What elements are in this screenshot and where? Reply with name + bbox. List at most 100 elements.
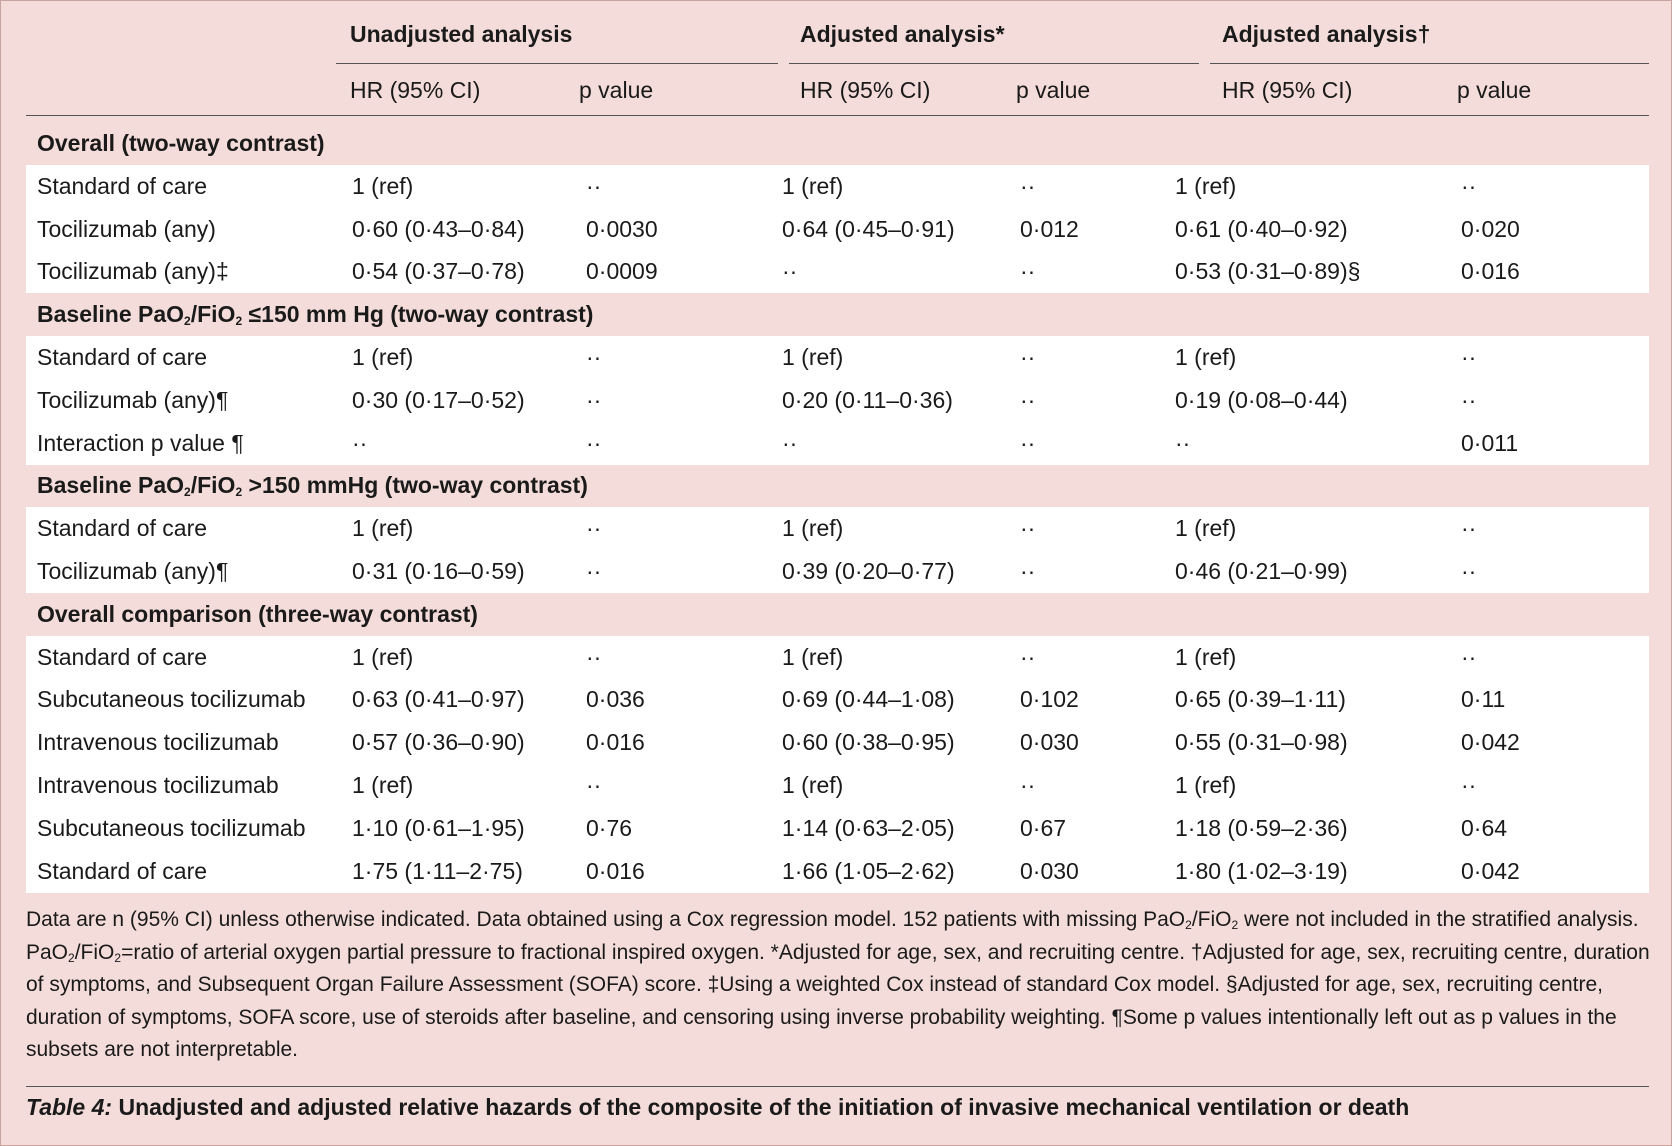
p-unadjusted-cell: ·· <box>586 429 602 456</box>
table-row: Tocilizumab (any) 0·60 (0·43–0·84) 0·0030 0… <box>26 207 1649 251</box>
hr-adjusted-cell: 0·69 (0·44–1·08) <box>782 686 955 713</box>
hr-adjusted-cell: 1·66 (1·05–2·62) <box>782 857 955 884</box>
hr-adjusted-cell: ·· <box>782 429 798 456</box>
hr-adjusted-dagger-cell: 0·65 (0·39–1·11) <box>1175 686 1346 713</box>
p-adjusted-cell: ·· <box>1020 558 1036 584</box>
hr-unadjusted-cell: ·· <box>352 429 368 456</box>
p-unadjusted-cell: 0·76 <box>586 814 633 841</box>
hr-adjusted-dagger-cell: 1 (ref) <box>1175 772 1237 798</box>
hr-adjusted-cell: 0·60 (0·38–0·95) <box>782 729 955 756</box>
hr-adjusted-dagger-cell: 1·80 (1·02–3·19) <box>1175 857 1348 884</box>
hr-unadjusted-cell: 1 (ref) <box>352 772 414 798</box>
hr-adjusted-dagger-cell: 1·18 (0·59–2·36) <box>1175 814 1348 841</box>
hr-adjusted-dagger-cell: 0·46 (0·21–0·99) <box>1175 558 1348 584</box>
p-adjusted-cell: ·· <box>1020 344 1036 370</box>
section-heading: Baseline PaO2/FiO2 >150 mmHg (two-way co… <box>37 464 588 507</box>
hr-adjusted-dagger-cell: 0·19 (0·08–0·44) <box>1175 386 1348 413</box>
section-row: Overall (two-way contrast) <box>26 122 1649 165</box>
table-row: Standard of care 1·75 (1·11–2·75) 0·016 1·6… <box>26 849 1649 893</box>
row-label-cell: Tocilizumab (any)¶ <box>37 558 229 584</box>
footnote-sub-4: 2 <box>114 950 122 965</box>
p-adjusted-cell: 0·030 <box>1020 729 1079 756</box>
row-label-cell: Intravenous tocilizumab <box>37 772 279 798</box>
p-adjusted-dagger-cell: ·· <box>1461 558 1477 584</box>
hr-adjusted-cell: 1 (ref) <box>782 172 844 199</box>
header-rule <box>26 115 1649 116</box>
section-heading-mid: /FiO <box>190 301 236 328</box>
p-adjusted-dagger-cell: 0·020 <box>1461 215 1520 242</box>
p-adjusted-dagger-cell: 0·016 <box>1461 258 1520 285</box>
p-unadjusted-cell: ·· <box>586 558 602 584</box>
p-unadjusted-cell: ·· <box>586 772 602 798</box>
hr-unadjusted-cell: 1·75 (1·11–2·75) <box>352 857 523 884</box>
footnote-text-1: Data are n (95% CI) unless otherwise ind… <box>26 908 1186 931</box>
table-row: Tocilizumab (any)‡ 0·54 (0·37–0·78) 0·0009… <box>26 250 1649 294</box>
hr-adjusted-dagger-cell: 1 (ref) <box>1175 172 1237 199</box>
p-unadjusted-cell: 0·0009 <box>586 258 658 285</box>
p-adjusted-dagger-cell: 0·011 <box>1461 429 1519 456</box>
p-unadjusted-cell: 0·036 <box>586 686 645 713</box>
row-label-cell: Tocilizumab (any) <box>37 215 216 242</box>
row-label-cell: Subcutaneous tocilizumab <box>37 686 306 713</box>
footnote-text-2: /FiO <box>1191 908 1232 931</box>
hr-adjusted-cell: 0·64 (0·45–0·91) <box>782 215 955 242</box>
p-adjusted-dagger-cell: 0·042 <box>1461 857 1520 884</box>
section-heading: Overall (two-way contrast) <box>37 122 325 165</box>
table-row: Subcutaneous tocilizumab 1·10 (0·61–1·95)… <box>26 806 1649 850</box>
footnote-sub-1: 2 <box>1185 918 1192 932</box>
row-label-cell: Standard of care <box>37 172 208 199</box>
p-unadjusted-cell: ·· <box>586 344 602 370</box>
table-row: Interaction p value ¶ ·· ·· ·· ·· ·· 0·011 <box>26 421 1649 465</box>
hr-adjusted-dagger-cell: 1 (ref) <box>1175 344 1237 370</box>
footnote-text-4: /FiO <box>74 940 115 964</box>
footnote-sub-3: 2 <box>68 950 75 965</box>
caption-label: Table 4: <box>26 1094 113 1120</box>
group-header-unadjusted: Unadjusted analysis <box>350 21 573 47</box>
hr-adjusted-dagger-cell: 0·55 (0·31–0·98) <box>1175 729 1348 756</box>
p-adjusted-cell: 0·012 <box>1020 215 1079 242</box>
hr-unadjusted-cell: 1 (ref) <box>352 344 414 370</box>
section-heading: Baseline PaO2/FiO2 ≤150 mm Hg (two-way c… <box>37 293 593 336</box>
hr-adjusted-cell: 1·14 (0·63–2·05) <box>782 814 955 841</box>
caption-text: Unadjusted and adjusted relative hazards… <box>112 1094 1410 1120</box>
p-unadjusted-cell: 0·0030 <box>586 215 658 242</box>
p-adjusted-dagger-cell: 0·042 <box>1461 729 1520 756</box>
p-adjusted-cell: ·· <box>1020 258 1036 285</box>
caption-rule <box>26 1086 1649 1087</box>
p-adjusted-cell: ·· <box>1020 772 1036 798</box>
hr-unadjusted-cell: 0·54 (0·37–0·78) <box>352 258 525 285</box>
footnote-text-5: =ratio of arterial oxygen partial pressu… <box>26 940 1650 1062</box>
hr-unadjusted-cell: 0·57 (0·36–0·90) <box>352 729 525 756</box>
p-adjusted-cell: 0·67 <box>1020 814 1067 841</box>
row-label-cell: Intravenous tocilizumab <box>37 729 279 756</box>
hr-adjusted-dagger-cell: 0·61 (0·40–0·92) <box>1175 215 1348 242</box>
p-adjusted-cell: ·· <box>1020 643 1036 670</box>
p-adjusted-dagger-cell: ·· <box>1461 515 1477 542</box>
hr-adjusted-cell: 1 (ref) <box>782 515 844 542</box>
hr-adjusted-dagger-cell: 1 (ref) <box>1175 643 1237 670</box>
footnote-text-3: were not included in the stratified anal… <box>26 908 1639 964</box>
p-unadjusted-cell: ·· <box>586 386 602 413</box>
hr-unadjusted-cell: 0·31 (0·16–0·59) <box>352 558 525 584</box>
group-header-adjusted: Adjusted analysis* <box>800 21 1005 47</box>
p-unadjusted-cell: 0·016 <box>586 729 645 756</box>
hr-adjusted-dagger-cell: 0·53 (0·31–0·89)§ <box>1175 258 1361 285</box>
section-heading-s1: 2 <box>184 485 191 500</box>
subheader-hr-2: HR (95% CI) <box>800 77 931 103</box>
section-heading-text: Overall (two-way contrast) <box>37 130 325 156</box>
p-adjusted-dagger-cell: ·· <box>1461 643 1477 670</box>
section-heading-mid: /FiO <box>190 472 236 499</box>
section-heading-s2: 2 <box>235 314 243 329</box>
hr-adjusted-cell: 0·39 (0·20–0·77) <box>782 558 955 584</box>
table-row: Intravenous tocilizumab 1 (ref) ·· 1 (ref) ·… <box>26 764 1649 807</box>
section-heading-s1: 2 <box>184 314 191 329</box>
subheader-hr-3: HR (95% CI) <box>1222 77 1353 103</box>
p-adjusted-dagger-cell: ·· <box>1461 772 1477 798</box>
p-adjusted-dagger-cell: ·· <box>1461 344 1477 370</box>
table-row: Standard of care 1 (ref) ·· 1 (ref) ·· 1 (ref… <box>26 507 1649 551</box>
table-row: Intravenous tocilizumab 0·57 (0·36–0·90) 0… <box>26 721 1649 765</box>
section-heading-pre: Baseline PaO <box>37 472 185 499</box>
p-unadjusted-cell: ·· <box>586 643 602 670</box>
section-heading: Overall comparison (three-way contrast) <box>37 593 478 636</box>
